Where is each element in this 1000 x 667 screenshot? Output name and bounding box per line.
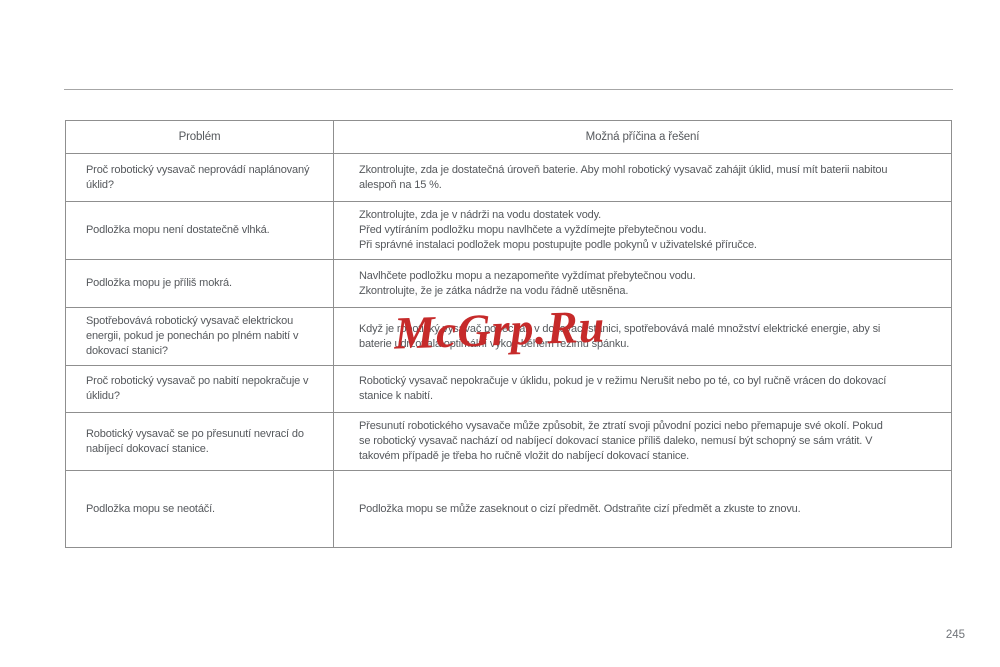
solution-cell: Zkontrolujte, zda je v nádrži na vodu do…: [333, 201, 952, 260]
problem-cell: Proč robotický vysavač po nabití nepokra…: [65, 365, 334, 413]
problem-cell: Proč robotický vysavač neprovádí napláno…: [65, 153, 334, 202]
solution-cell: Navlhčete podložku mopu a nezapomeňte vy…: [333, 259, 952, 308]
solution-line: se robotický vysavač nachází od nabíjecí…: [359, 435, 873, 447]
solution-cell: Zkontrolujte, zda je dostatečná úroveň b…: [333, 153, 952, 202]
troubleshooting-table: Problém Možná příčina a řešení Proč robo…: [65, 120, 952, 548]
table-row: Podložka mopu se neotáčí. Podložka mopu s…: [65, 470, 952, 548]
solution-line: Navlhčete podložku mopu a nezapomeňte vy…: [359, 269, 696, 282]
problem-cell: Podložka mopu není dostatečně vlhká.: [65, 201, 334, 260]
problem-cell: Spotřebovává robotický vysavač elektrick…: [65, 307, 334, 366]
page-number: 245: [945, 629, 965, 641]
solution-cell: Když je robotický vysavač ponechán v dok…: [333, 307, 952, 366]
solution-line: stanice k nabití.: [359, 390, 433, 402]
column-header-problem: Problém: [65, 120, 334, 154]
solution-line: Zkontrolujte, zda je v nádrži na vodu do…: [359, 209, 602, 221]
solution-line: Zkontrolujte, že je zátka nádrže na vodu…: [359, 284, 629, 297]
table-row: Podložka mopu je příliš mokrá. Navlhčete …: [65, 259, 952, 308]
solution-line: baterie udržovala optimální výkon během …: [359, 337, 630, 350]
table-row: Spotřebovává robotický vysavač elektrick…: [65, 307, 952, 366]
solution-line: Když je robotický vysavač ponechán v dok…: [359, 322, 881, 335]
solution-line: alespoň na 15 %.: [359, 178, 442, 191]
table-header-row: Problém Možná příčina a řešení: [65, 120, 952, 154]
column-header-solution: Možná příčina a řešení: [333, 120, 952, 154]
problem-cell: Podložka mopu se neotáčí.: [65, 470, 334, 548]
table-row: Proč robotický vysavač neprovádí napláno…: [65, 153, 952, 202]
solution-line: Robotický vysavač nepokračuje v úklidu, …: [359, 375, 887, 387]
solution-line: Podložka mopu se může zaseknout o cizí p…: [359, 502, 801, 515]
table-row: Proč robotický vysavač po nabití nepokra…: [65, 365, 952, 413]
problem-cell: Podložka mopu je příliš mokrá.: [65, 259, 334, 308]
solution-cell: Robotický vysavač nepokračuje v úklidu, …: [333, 365, 952, 413]
solution-line: takovém případě je třeba ho ručně vložit…: [359, 450, 690, 462]
solution-cell: Přesunutí robotického vysavače může způs…: [333, 412, 952, 471]
solution-line: Před vytíráním podložku mopu navlhčete a…: [359, 224, 707, 236]
solution-line: Zkontrolujte, zda je dostatečná úroveň b…: [359, 163, 888, 176]
table-row: Podložka mopu není dostatečně vlhká. Zkon…: [65, 201, 952, 260]
solution-cell: Podložka mopu se může zaseknout o cizí p…: [333, 470, 952, 548]
top-rule: [64, 89, 953, 90]
table-row: Robotický vysavač se po přesunutí nevrac…: [65, 412, 952, 471]
solution-line: Při správné instalaci podložek mopu post…: [359, 239, 757, 251]
solution-line: Přesunutí robotického vysavače může způs…: [359, 420, 883, 432]
problem-cell: Robotický vysavač se po přesunutí nevrac…: [65, 412, 334, 471]
